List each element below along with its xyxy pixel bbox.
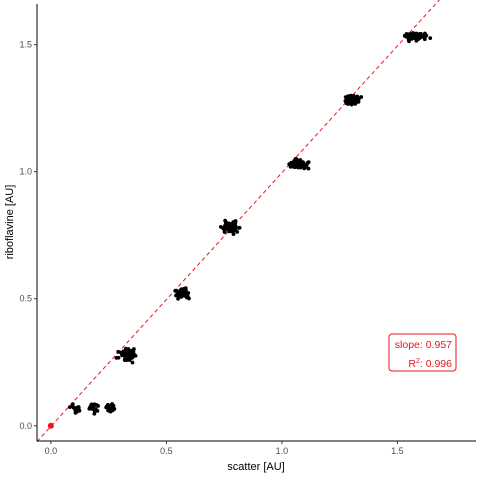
fit-line — [36, 0, 440, 442]
data-point — [130, 360, 135, 365]
y-axis-title: riboflavine [AU] — [4, 185, 16, 260]
data-point — [114, 355, 119, 360]
slope-label: slope: 0.957 — [395, 339, 452, 351]
data-point — [131, 347, 136, 351]
data-point — [118, 350, 123, 355]
data-point — [89, 403, 93, 408]
data-point — [290, 164, 295, 169]
data-point — [67, 405, 72, 410]
data-point — [428, 36, 433, 41]
data-point — [407, 33, 412, 38]
data-point — [301, 160, 305, 165]
origin-point — [47, 422, 54, 429]
data-point — [89, 406, 93, 411]
r-squared-prefix: R — [408, 358, 416, 370]
data-point — [173, 288, 178, 293]
r-squared-label: R2: 0.996 — [408, 358, 452, 370]
data-point — [351, 95, 356, 100]
data-point — [128, 354, 132, 359]
data-point — [223, 218, 228, 223]
data-point — [111, 403, 116, 408]
y-tick-label: 1.0 — [19, 167, 32, 177]
data-point — [222, 229, 227, 234]
data-point — [298, 162, 303, 167]
data-point — [176, 296, 180, 301]
data-point — [108, 408, 113, 413]
fit-annotation: slope: 0.957 R2: 0.996 — [388, 333, 457, 372]
data-point — [411, 31, 415, 35]
y-tick-label: 1.5 — [19, 40, 32, 50]
data-point — [126, 347, 130, 352]
data-point — [228, 224, 233, 228]
data-point — [231, 227, 235, 231]
data-point — [174, 293, 178, 298]
data-point — [414, 38, 419, 43]
data-point — [74, 406, 78, 410]
data-point — [231, 232, 236, 237]
data-point — [412, 35, 417, 40]
data-point — [112, 406, 117, 411]
data-layer — [36, 0, 440, 442]
data-point — [130, 355, 135, 360]
data-point — [232, 222, 237, 226]
data-point — [92, 402, 97, 407]
data-point — [74, 409, 79, 414]
x-tick-label: 0.5 — [160, 446, 173, 456]
data-point — [306, 160, 311, 165]
point-cluster — [173, 286, 191, 301]
r-squared-superscript: 2 — [416, 358, 420, 365]
data-point — [346, 94, 351, 98]
data-point — [224, 225, 228, 229]
data-point — [123, 349, 127, 354]
data-point — [181, 292, 186, 297]
point-cluster — [402, 31, 433, 44]
data-point — [92, 411, 97, 416]
point-cluster — [343, 93, 364, 107]
y-tick-label: 0.5 — [19, 294, 32, 304]
x-tick-label: 1.0 — [276, 446, 289, 456]
data-point — [287, 162, 292, 167]
data-point — [178, 288, 183, 293]
data-point — [96, 404, 100, 408]
x-tick-label: 1.5 — [391, 446, 404, 456]
data-point — [70, 402, 75, 407]
x-axis-title: scatter [AU] — [227, 461, 284, 473]
point-cluster — [287, 157, 311, 171]
data-point — [423, 34, 428, 39]
data-point — [407, 39, 411, 44]
data-point — [237, 225, 242, 230]
axes-layer — [36, 4, 476, 442]
y-tick-label: 0.0 — [19, 421, 32, 431]
x-tick-label: 0.0 — [45, 446, 58, 456]
data-point — [306, 166, 311, 171]
data-point — [127, 357, 131, 362]
fit-annotation-box — [388, 333, 457, 372]
data-point — [107, 405, 112, 409]
data-point — [356, 97, 361, 102]
data-point — [302, 166, 307, 171]
ticks-layer: 0.0 0.5 1.0 1.5 0.0 0.5 1.0 1.5 — [19, 40, 403, 456]
data-point — [218, 224, 223, 229]
point-cluster — [104, 402, 117, 414]
data-point — [346, 99, 351, 104]
data-point — [419, 32, 423, 36]
data-point — [187, 296, 191, 301]
point-cluster — [87, 402, 100, 416]
data-point — [294, 163, 299, 168]
point-cluster — [114, 346, 138, 365]
data-point — [95, 408, 100, 413]
data-point — [354, 99, 359, 104]
data-point — [132, 352, 136, 357]
point-cluster — [218, 218, 242, 237]
point-cluster — [67, 402, 82, 415]
r-squared-value: : 0.996 — [420, 358, 452, 370]
data-point — [292, 161, 297, 166]
data-point — [359, 95, 364, 99]
